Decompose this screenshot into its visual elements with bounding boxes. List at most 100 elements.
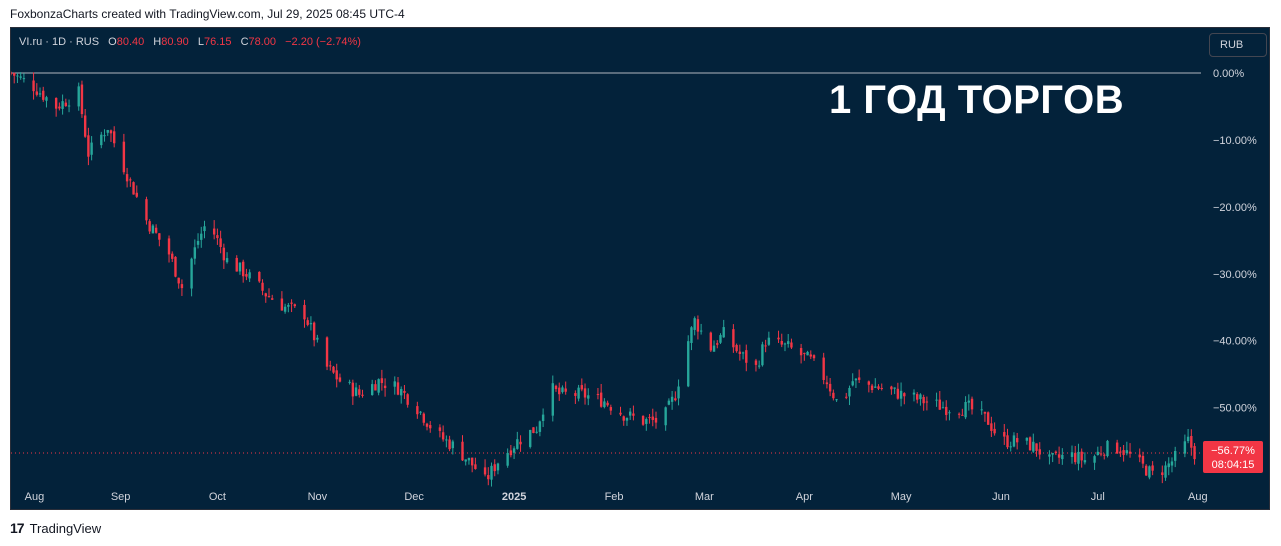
candle [425, 423, 429, 427]
candle [1006, 435, 1009, 448]
candle [293, 304, 296, 307]
candle [806, 351, 809, 356]
candle [112, 131, 116, 144]
candle [461, 441, 464, 461]
candle [541, 414, 545, 422]
candle [125, 174, 129, 182]
candle [603, 401, 606, 408]
candle [1003, 432, 1006, 437]
candle [735, 345, 738, 352]
candle [1193, 446, 1196, 460]
candle [135, 192, 138, 197]
candle [632, 413, 635, 416]
candle [577, 387, 580, 399]
candle [961, 414, 964, 416]
chart-panel[interactable]: 0.00% −10.00% −20.00% −30.00% −40.00% −50.00%… [10, 27, 1270, 510]
candle [38, 93, 42, 95]
candle [964, 401, 967, 418]
low-label: L [197, 36, 204, 48]
candle [732, 329, 735, 348]
candle [1035, 443, 1038, 451]
candlestick-chart[interactable]: 0.00% −10.00% −20.00% −30.00% −40.00% −50.00%… [11, 28, 1269, 509]
candle [396, 382, 400, 395]
candle [358, 389, 361, 395]
candle [377, 379, 380, 393]
candle [945, 406, 948, 415]
candle [351, 382, 355, 397]
candle [103, 135, 106, 137]
candle [283, 306, 287, 312]
candle [599, 392, 603, 407]
candle [851, 381, 854, 386]
last-price-badge [1203, 440, 1263, 473]
x-tick-label: Jul [1091, 491, 1105, 503]
candle [61, 101, 64, 109]
candle [690, 327, 693, 343]
currency-button[interactable]: RUB [1209, 33, 1267, 57]
x-tick-label: Oct [209, 491, 226, 503]
candle [754, 360, 758, 365]
candle [677, 386, 680, 399]
candle [583, 388, 587, 398]
candle [11, 72, 13, 74]
candle [619, 412, 622, 415]
close-value: 78.00 [248, 36, 277, 48]
candle [1080, 451, 1083, 461]
candle [696, 319, 700, 332]
candle [854, 378, 858, 381]
candle [1061, 454, 1064, 460]
candle [880, 387, 883, 389]
y-tick-label: −20.00% [1213, 202, 1257, 214]
candle [641, 415, 645, 425]
open-value: 80.40 [116, 36, 145, 48]
x-tick-label: Sep [111, 491, 131, 503]
candle [957, 413, 961, 415]
x-tick-label: Feb [605, 491, 624, 503]
candle [628, 411, 632, 416]
candle [393, 381, 396, 387]
candle [606, 402, 609, 406]
candle [1186, 436, 1190, 442]
candle [874, 386, 877, 388]
candle [516, 439, 519, 449]
candle [716, 343, 719, 345]
candle [338, 377, 342, 382]
candle [809, 354, 812, 357]
candle [670, 396, 674, 402]
symbol-label[interactable]: VI.ru · 1D · RUS [19, 36, 100, 48]
chart-caption: FoxbonzaCharts created with TradingView.… [10, 7, 405, 21]
candle [512, 448, 516, 453]
candle [309, 323, 313, 325]
candle [64, 102, 68, 107]
candle [745, 350, 748, 363]
candle [767, 337, 771, 345]
candle [1015, 438, 1019, 443]
candle [87, 135, 90, 157]
open-label: O [108, 36, 117, 48]
candle [1122, 450, 1125, 455]
candle [100, 134, 103, 146]
candle [174, 256, 177, 277]
candle [970, 398, 974, 410]
candle [203, 226, 206, 232]
candle [551, 383, 554, 416]
candle [219, 238, 222, 247]
candle [922, 396, 925, 404]
candle [58, 106, 61, 109]
candle [1115, 442, 1119, 454]
candle [470, 457, 474, 466]
candle [32, 80, 35, 92]
high-value: 80.90 [161, 36, 189, 48]
candle [980, 409, 983, 411]
candle [474, 464, 477, 469]
candle [1183, 441, 1187, 454]
candle [935, 399, 938, 401]
candle [196, 240, 200, 245]
candle [16, 75, 19, 77]
candle [622, 416, 625, 421]
candle [509, 450, 513, 456]
candle [200, 233, 203, 240]
candle [77, 86, 80, 107]
candle [506, 452, 509, 466]
candle [241, 261, 245, 277]
